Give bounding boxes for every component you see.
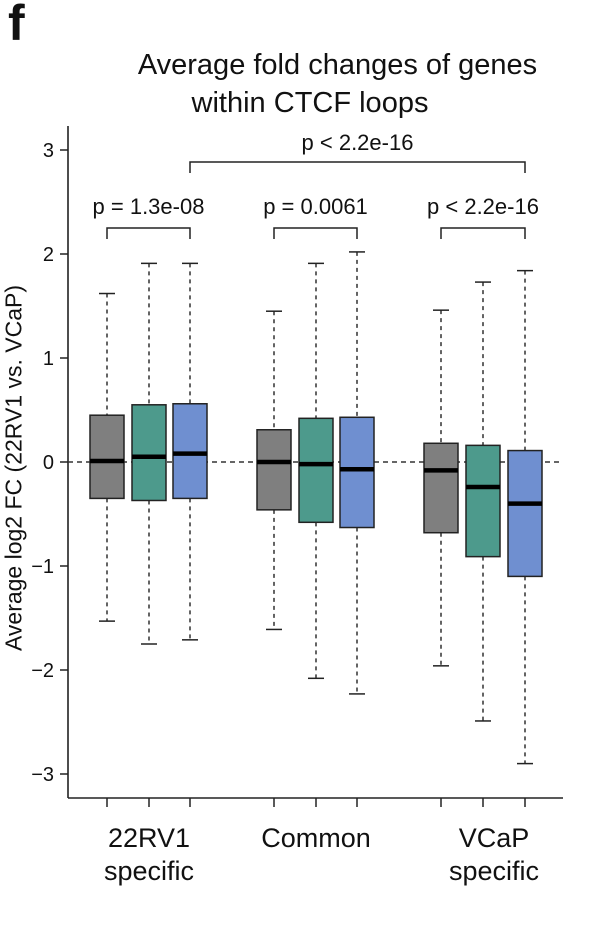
significance-bracket (106, 227, 191, 239)
x-category-label: 22RV1 (108, 823, 190, 853)
panel-label: f (8, 0, 25, 51)
chart-title-line-1: Average fold changes of genes (137, 49, 538, 81)
box (131, 404, 167, 502)
p-value-label: p = 0.0061 (263, 194, 368, 219)
significance-bracket (440, 227, 526, 239)
p-value-label: p < 2.2e-16 (302, 130, 414, 155)
y-tick-label: 3 (43, 140, 54, 162)
y-tick-label: 1 (43, 348, 54, 370)
significance-bracket (189, 161, 526, 173)
box (339, 416, 375, 529)
significance-bracket (273, 227, 358, 239)
p-value-label: p = 1.3e-08 (93, 194, 205, 219)
box (172, 403, 208, 500)
y-tick-label: −3 (31, 764, 54, 786)
box (465, 444, 501, 558)
x-category-label: specific (104, 856, 194, 886)
x-category-label: Common (261, 823, 371, 853)
y-tick-label: −2 (31, 660, 54, 682)
chart-title-line-2: within CTCF loops (191, 87, 429, 119)
x-category-label: VCaP (459, 823, 530, 853)
y-tick-label: 0 (43, 452, 54, 474)
box (298, 417, 334, 524)
box (89, 414, 125, 500)
box (423, 442, 459, 534)
box (507, 449, 543, 578)
y-tick-label: −1 (31, 556, 54, 578)
y-tick-label: 2 (43, 244, 54, 266)
p-value-label: p < 2.2e-16 (427, 194, 539, 219)
box (256, 429, 292, 511)
x-category-label: specific (449, 856, 539, 886)
